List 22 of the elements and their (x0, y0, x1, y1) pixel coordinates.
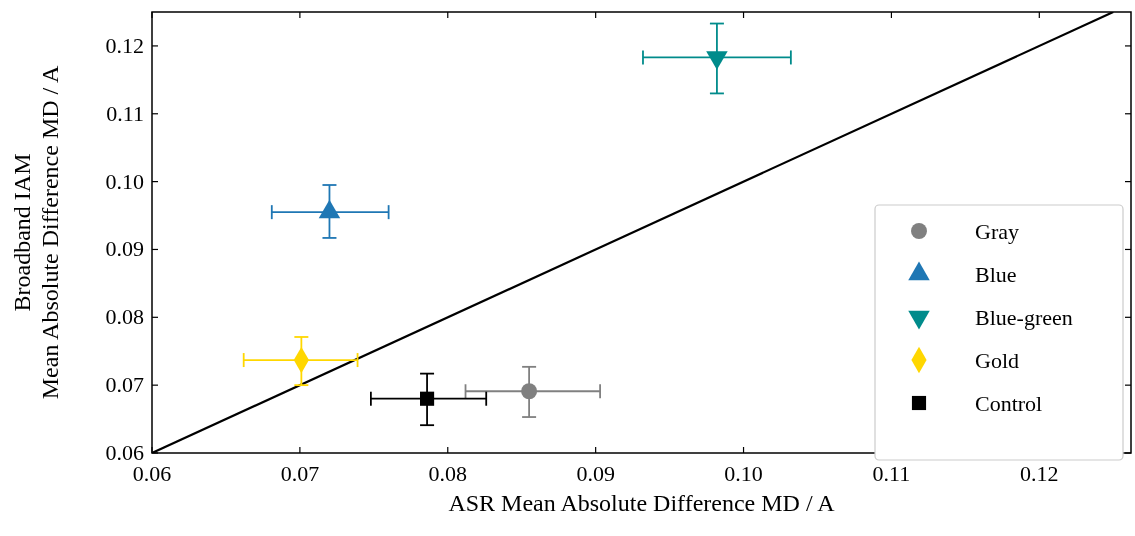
y-tick-label: 0.08 (105, 304, 144, 330)
x-axis-title: ASR Mean Absolute Difference MD / A (448, 490, 836, 516)
y-tick-label: 0.12 (105, 32, 144, 58)
legend-label: Blue-green (975, 305, 1073, 330)
x-tick-label: 0.11 (872, 461, 911, 486)
y-tick-label: 0.10 (105, 168, 144, 194)
x-tick-label: 0.07 (280, 461, 320, 486)
y-tick-label: 0.07 (105, 372, 144, 398)
x-tick-label: 0.08 (428, 461, 468, 486)
legend-label: Control (975, 391, 1043, 416)
y-tick-label: 0.11 (106, 100, 144, 126)
point (521, 383, 538, 400)
y-axis-title: Broadband IAM Mean Absolute Difference MD / A (9, 65, 63, 400)
x-tick-label: 0.10 (724, 461, 763, 486)
x-tick-label: 0.12 (1020, 461, 1059, 486)
point (420, 391, 435, 406)
legend-label: Gray (975, 219, 1019, 244)
y-tick-label: 0.09 (105, 236, 144, 262)
x-tick-label: 0.09 (576, 461, 615, 486)
point (706, 51, 728, 70)
legend-label: Blue (975, 262, 1017, 287)
legend-label: Gold (975, 348, 1019, 373)
